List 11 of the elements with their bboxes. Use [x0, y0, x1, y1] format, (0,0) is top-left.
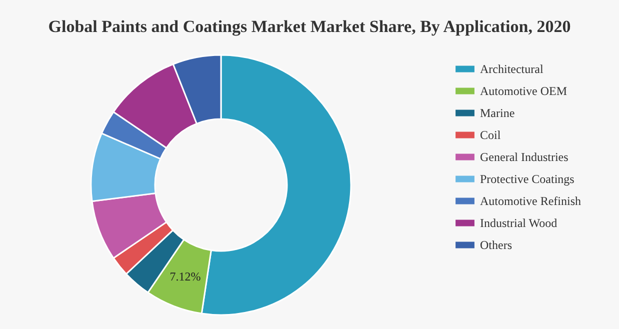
chart-title: Global Paints and Coatings Market Market Share, By Application, 2020	[48, 17, 571, 36]
legend-label: Others	[480, 238, 512, 252]
legend-label: Marine	[480, 106, 515, 120]
legend-label: Protective Coatings	[480, 172, 575, 186]
legend-label: Industrial Wood	[480, 216, 558, 230]
legend-label: Automotive Refinish	[480, 194, 581, 208]
legend-label: Coil	[480, 128, 502, 142]
data-label: 7.12%	[170, 269, 201, 284]
legend-label: Automotive OEM	[480, 84, 568, 98]
legend-label: General Industries	[480, 150, 569, 164]
legend-label: Architectural	[480, 62, 544, 76]
